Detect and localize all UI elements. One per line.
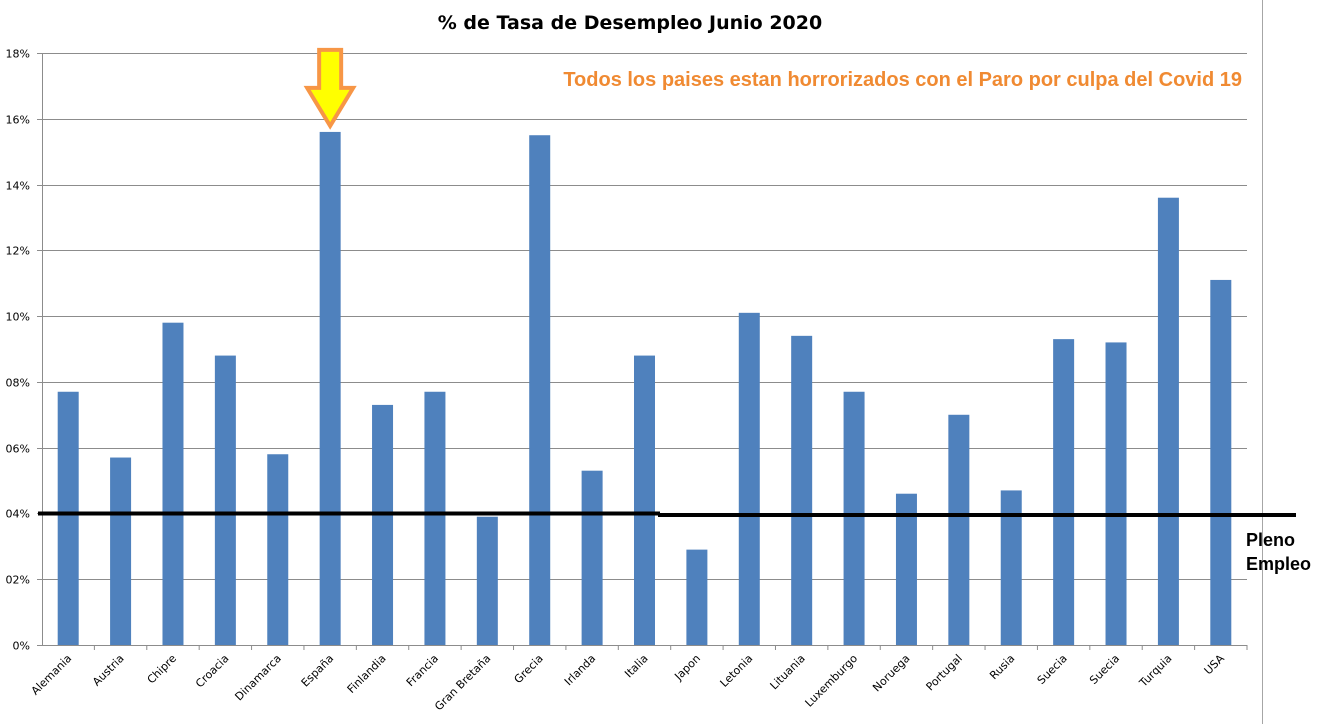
bar	[267, 454, 289, 645]
y-tick-label: 18%	[6, 48, 30, 61]
bar	[1210, 279, 1232, 645]
reference-label-line2: Empleo	[1246, 554, 1311, 574]
bar	[476, 516, 498, 645]
bar	[214, 355, 236, 645]
y-tick-label: 14%	[6, 180, 30, 193]
y-tick-label: 02%	[6, 574, 30, 587]
bar	[1157, 197, 1179, 645]
bar	[424, 391, 446, 645]
bar	[1053, 339, 1075, 645]
bar	[843, 391, 865, 645]
chart-annotation: Todos los paises estan horrorizados con …	[563, 69, 1242, 91]
bar	[57, 391, 79, 645]
reference-label-line1: Pleno	[1246, 530, 1295, 550]
bar	[372, 404, 394, 645]
bar	[738, 312, 760, 645]
y-tick-label: 10%	[6, 311, 30, 324]
bar	[110, 457, 132, 645]
y-axis-tick-labels: 0% 02% 04% 06% 08% 10% 12% 14% 16% 18%	[6, 48, 42, 653]
highlight-arrow-icon	[303, 47, 357, 130]
chart-title: % de Tasa de Desempleo Junio 2020	[438, 12, 822, 34]
bar	[162, 322, 184, 645]
y-tick-label: 08%	[6, 377, 30, 390]
bars	[57, 131, 1232, 645]
y-tick-label: 12%	[6, 245, 30, 258]
bar	[791, 335, 813, 645]
y-tick-label: 16%	[6, 114, 30, 127]
bar	[948, 414, 970, 645]
reference-line-group	[38, 511, 1296, 517]
bar	[634, 355, 655, 645]
bar	[1000, 490, 1022, 645]
bar	[581, 470, 603, 645]
down-arrow-shape	[303, 47, 357, 130]
bar	[686, 549, 708, 645]
y-tick-label: 06%	[6, 443, 30, 456]
bar	[1105, 342, 1127, 645]
axes	[42, 53, 1248, 650]
y-tick-label: 04%	[6, 508, 30, 521]
bar	[895, 493, 917, 645]
bar	[529, 135, 551, 645]
y-tick-label: 0%	[13, 640, 30, 653]
bar	[319, 131, 341, 645]
